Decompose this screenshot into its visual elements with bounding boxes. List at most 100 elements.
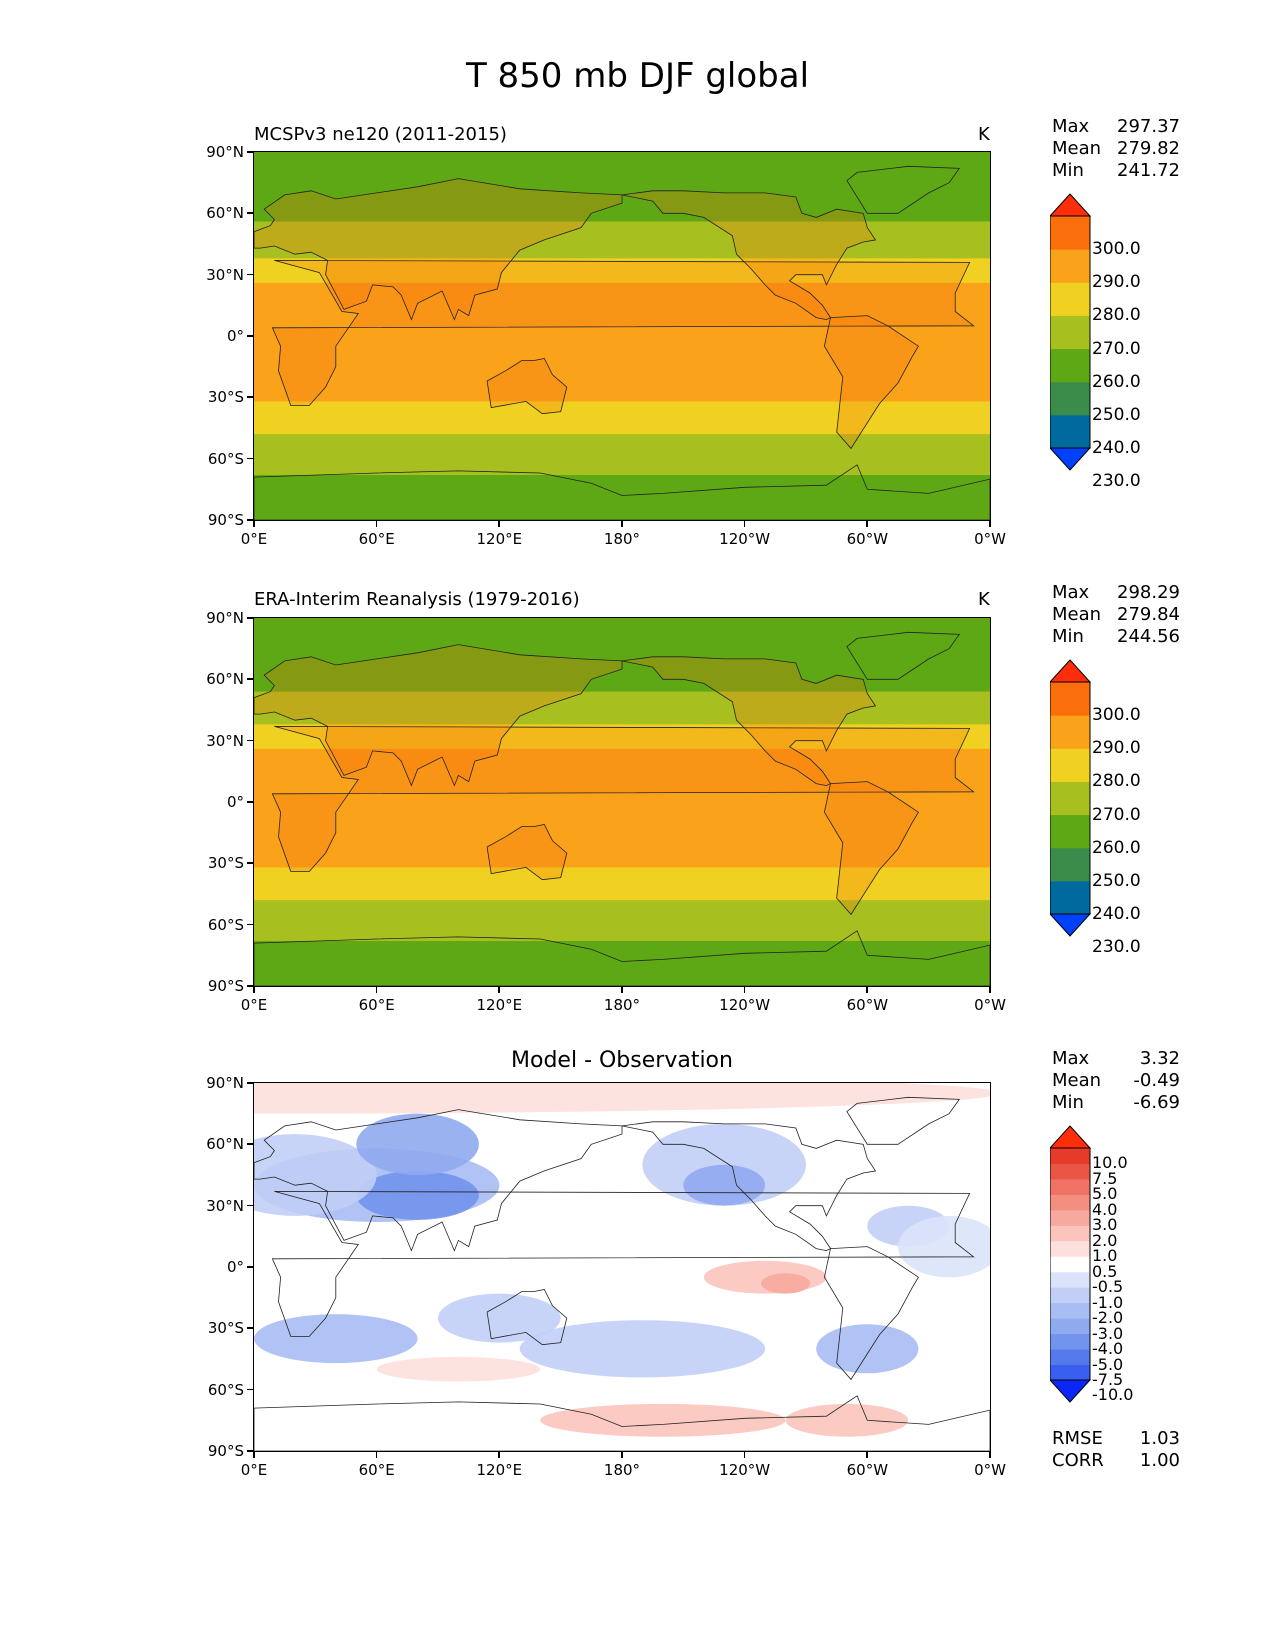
colorbar-tick-label: 290.0 bbox=[1092, 738, 1141, 759]
coastline bbox=[271, 260, 975, 406]
test-band bbox=[254, 376, 990, 382]
colorbar-tick-label: 290.0 bbox=[1092, 272, 1141, 293]
colorbar-tick-label: -10.0 bbox=[1092, 1385, 1134, 1405]
test-band bbox=[254, 180, 990, 186]
stat-mean: -0.49 bbox=[1133, 1070, 1180, 1091]
stats-diff: Max 3.32 Mean -0.49 Min -6.69 bbox=[1052, 1048, 1180, 1114]
ref-band bbox=[254, 679, 990, 685]
y-tick-mark bbox=[247, 1450, 253, 1452]
colorbar-tick-label: -2.0 bbox=[1092, 1308, 1124, 1328]
ref-band bbox=[254, 961, 990, 967]
stat-mean-label: Mean bbox=[1052, 138, 1102, 159]
y-tick-mark bbox=[247, 1082, 253, 1084]
x-tick-mark bbox=[498, 521, 500, 527]
colorbar-tick-label: 240.0 bbox=[1092, 438, 1141, 458]
colorbar-tick-label: 4.0 bbox=[1092, 1199, 1118, 1219]
x-tick-label: 120°E bbox=[476, 530, 523, 548]
test-band bbox=[254, 303, 990, 308]
test-band bbox=[254, 266, 990, 272]
diff-anomaly bbox=[683, 1164, 766, 1206]
coastline bbox=[621, 1121, 877, 1252]
x-tick-label: 180° bbox=[603, 996, 641, 1014]
colorbar-extend-min bbox=[1048, 447, 1092, 471]
stat-mean-label: Mean bbox=[1052, 604, 1102, 625]
map-plot-diff bbox=[254, 1083, 990, 1451]
colorbar-segment bbox=[1050, 414, 1090, 449]
x-tick-label: 60°W bbox=[846, 996, 889, 1014]
ref-band bbox=[254, 618, 990, 623]
y-tick-label: 90°S bbox=[207, 511, 244, 529]
coastline bbox=[846, 631, 961, 680]
colorbar-tick-label: -1.0 bbox=[1092, 1292, 1124, 1312]
colorbar-segment bbox=[1050, 1240, 1090, 1257]
coastline bbox=[254, 1109, 623, 1252]
x-tick-label: 0°E bbox=[240, 996, 268, 1014]
ref-band bbox=[254, 859, 990, 864]
colorbar-segment bbox=[1050, 1287, 1090, 1304]
colorbar-segment bbox=[1050, 216, 1090, 250]
y-tick-label: 60°S bbox=[207, 1380, 244, 1399]
colorbar-segment bbox=[1050, 315, 1090, 350]
ref-band bbox=[254, 695, 990, 701]
panel-title-ref: ERA-Interim Reanalysis (1979-2016) bbox=[254, 589, 580, 610]
x-tick-mark bbox=[253, 521, 255, 527]
coastline bbox=[823, 781, 919, 916]
x-tick-label: 60°W bbox=[846, 1461, 889, 1479]
test-band bbox=[254, 405, 990, 411]
test-band bbox=[254, 385, 990, 390]
test-band bbox=[254, 221, 990, 227]
y-tick-mark bbox=[247, 1266, 253, 1268]
test-band bbox=[254, 491, 990, 497]
y-tick-mark bbox=[247, 396, 253, 398]
test-band bbox=[254, 299, 990, 304]
colorbar-tick-label: 250.0 bbox=[1092, 870, 1141, 891]
y-tick-label: 30°S bbox=[207, 1319, 244, 1338]
ref-band bbox=[254, 826, 990, 832]
ref-band bbox=[254, 748, 990, 754]
ref-band bbox=[254, 814, 990, 819]
ref-band bbox=[254, 707, 990, 713]
ref-band bbox=[254, 920, 990, 926]
coastline bbox=[254, 178, 623, 321]
test-band bbox=[254, 258, 990, 263]
metrics-diff: RMSE 1.03 CORR 1.00 bbox=[1052, 1428, 1180, 1472]
test-band bbox=[254, 368, 990, 374]
x-tick-mark bbox=[375, 987, 378, 993]
test-band bbox=[254, 156, 990, 161]
colorbar-segment bbox=[1050, 748, 1090, 782]
ref-band bbox=[254, 855, 990, 860]
test-band bbox=[254, 499, 990, 505]
test-band bbox=[254, 503, 990, 509]
test-band bbox=[254, 188, 990, 194]
test-band bbox=[254, 340, 990, 345]
x-tick-mark bbox=[375, 1452, 378, 1458]
rmse-label: RMSE bbox=[1052, 1428, 1103, 1449]
x-tick-label: 0°W bbox=[974, 996, 1006, 1014]
ref-band bbox=[254, 957, 990, 963]
y-tick-label: 30°N bbox=[206, 265, 244, 284]
y-tick-mark bbox=[247, 335, 253, 337]
colorbar-segment bbox=[1050, 348, 1090, 383]
colorbar-segment bbox=[1050, 1163, 1090, 1180]
ref-band bbox=[254, 699, 990, 705]
y-tick-mark bbox=[247, 617, 253, 619]
ref-band bbox=[254, 752, 990, 758]
colorbar-tick-label: 240.0 bbox=[1092, 904, 1141, 924]
ref-band bbox=[254, 634, 990, 640]
test-band bbox=[254, 184, 990, 190]
coastline bbox=[254, 930, 990, 986]
test-band bbox=[254, 434, 990, 439]
test-band bbox=[254, 495, 990, 501]
test-band bbox=[254, 401, 990, 407]
stat-min: 244.56 bbox=[1117, 626, 1180, 647]
test-band bbox=[254, 515, 990, 520]
colorbar-tick-label: 10.0 bbox=[1092, 1153, 1128, 1173]
ref-band bbox=[254, 781, 990, 787]
x-tick-mark bbox=[743, 521, 746, 527]
x-tick-label: 120°E bbox=[476, 1461, 523, 1479]
diff-anomaly bbox=[761, 1273, 811, 1294]
test-band bbox=[254, 262, 990, 268]
colorbar-segment bbox=[1050, 1194, 1090, 1211]
ref-band bbox=[254, 720, 990, 725]
coastline bbox=[846, 165, 961, 214]
